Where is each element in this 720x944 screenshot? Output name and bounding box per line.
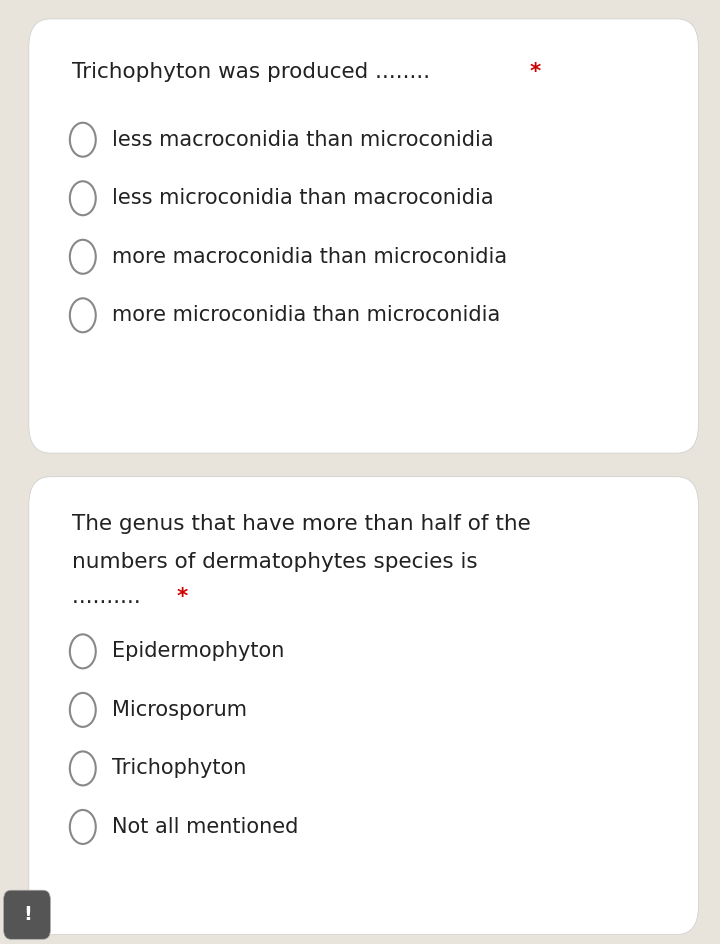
Text: *: * <box>529 61 541 82</box>
Text: less microconidia than macroconidia: less microconidia than macroconidia <box>112 188 493 209</box>
Text: Epidermophyton: Epidermophyton <box>112 641 284 662</box>
FancyBboxPatch shape <box>4 890 50 939</box>
Text: Microsporum: Microsporum <box>112 700 246 720</box>
Text: Trichophyton: Trichophyton <box>112 758 246 779</box>
Text: The genus that have more than half of the: The genus that have more than half of th… <box>72 514 531 534</box>
Text: less macroconidia than microconidia: less macroconidia than microconidia <box>112 129 493 150</box>
Text: Not all mentioned: Not all mentioned <box>112 817 298 837</box>
Text: more microconidia than microconidia: more microconidia than microconidia <box>112 305 500 326</box>
Text: ..........: .......... <box>72 586 148 607</box>
Circle shape <box>70 181 96 215</box>
Circle shape <box>70 693 96 727</box>
FancyBboxPatch shape <box>29 19 698 453</box>
Circle shape <box>70 240 96 274</box>
Text: *: * <box>176 586 188 607</box>
Text: !: ! <box>23 905 32 924</box>
Text: numbers of dermatophytes species is: numbers of dermatophytes species is <box>72 551 477 572</box>
Circle shape <box>70 751 96 785</box>
Circle shape <box>70 123 96 157</box>
Circle shape <box>70 634 96 668</box>
FancyBboxPatch shape <box>29 477 698 935</box>
Text: Trichophyton was produced ........: Trichophyton was produced ........ <box>72 61 437 82</box>
Circle shape <box>70 298 96 332</box>
Text: more macroconidia than microconidia: more macroconidia than microconidia <box>112 246 507 267</box>
Circle shape <box>70 810 96 844</box>
